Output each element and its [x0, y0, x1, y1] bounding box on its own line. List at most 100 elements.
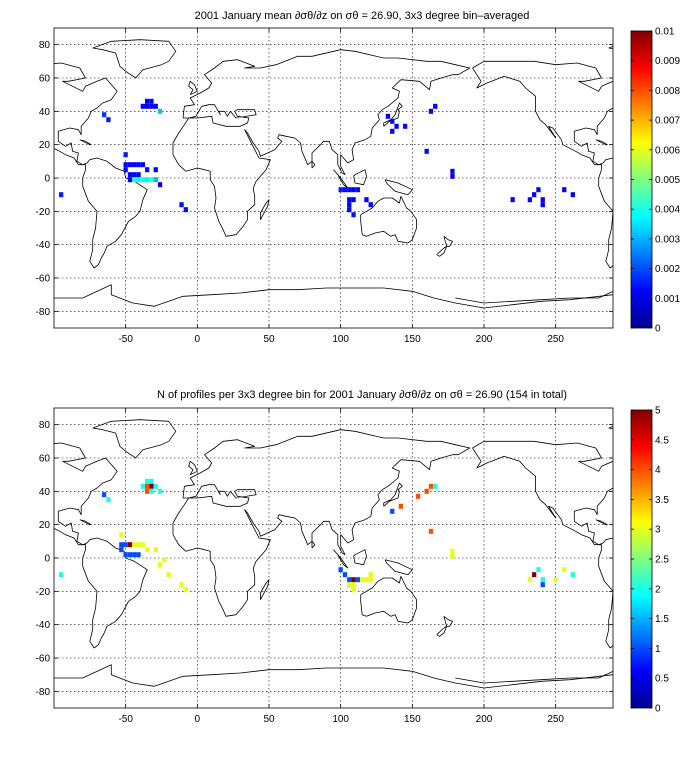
- bin-cell: [183, 207, 188, 213]
- bin-cell: [351, 587, 356, 593]
- bin-cell: [59, 572, 64, 578]
- bin-cell: [145, 547, 150, 553]
- colorbar-tick-label: 0.008: [655, 86, 680, 97]
- bin-cell: [149, 488, 154, 494]
- bin-cell: [403, 123, 408, 129]
- coastline-segment: [188, 80, 198, 96]
- y-tick-label: 60: [39, 454, 51, 465]
- y-tick-label: 40: [39, 487, 51, 498]
- colorbar-tick-label: 0.006: [655, 145, 680, 156]
- coastline-segment: [384, 559, 413, 576]
- bin-cell: [536, 187, 541, 193]
- y-tick-label: -40: [36, 620, 51, 631]
- colorbar-tick-label: 0: [655, 324, 661, 335]
- bin-cell: [390, 128, 395, 134]
- y-tick-label: -80: [36, 307, 51, 318]
- bin-cell: [132, 552, 137, 558]
- bin-cell: [140, 483, 145, 489]
- bin-cell: [415, 493, 421, 499]
- coastline-segment: [436, 625, 448, 637]
- bin-cell: [532, 192, 537, 198]
- y-tick-label: 60: [39, 74, 51, 85]
- coastline-segment: [311, 540, 316, 549]
- y-tick-label: -60: [36, 654, 51, 665]
- coastline-segment: [472, 60, 613, 269]
- bin-cell: [127, 162, 133, 168]
- bin-cell: [390, 508, 395, 514]
- bin-cell: [140, 103, 145, 109]
- coastline-segment: [455, 670, 613, 684]
- bin-cell: [145, 478, 150, 484]
- coastline-segment: [260, 579, 270, 600]
- bin-cell: [540, 197, 545, 203]
- coastline-segment: [436, 245, 448, 257]
- colorbar-tick-label: 0: [655, 704, 661, 715]
- bin-cell: [351, 577, 356, 583]
- bin-cell: [347, 582, 352, 588]
- bin-cell: [360, 577, 365, 583]
- bin-cell: [183, 587, 188, 593]
- y-tick-label: -80: [36, 687, 51, 698]
- x-tick-label: 100: [332, 714, 349, 725]
- y-tick-label: -60: [36, 274, 51, 285]
- bin-cell: [450, 173, 455, 179]
- coastline-segment: [333, 549, 349, 569]
- bin-cell: [145, 483, 150, 489]
- bin-cell: [145, 488, 150, 494]
- bin-cell: [136, 172, 141, 178]
- bin-cell: [570, 192, 575, 198]
- bin-cell: [119, 547, 124, 553]
- chart-title: N of profiles per 3x3 degree bin for 200…: [157, 389, 567, 401]
- bin-cell: [127, 552, 133, 558]
- coastline-segment: [384, 179, 413, 196]
- coastline-segment: [333, 169, 349, 189]
- bin-cell: [562, 187, 567, 193]
- bin-cell: [532, 572, 537, 578]
- x-tick-label: 150: [404, 714, 421, 725]
- bin-cell: [132, 542, 137, 548]
- colorbar: 0 0.001 0.002 0.003 0.004 0.005 0.006 0.007 0.00…: [630, 27, 680, 335]
- bin-cell: [102, 492, 107, 498]
- coastline-segment: [260, 199, 270, 220]
- bin-cell: [119, 542, 124, 548]
- bin-cell: [368, 572, 373, 578]
- bin-cell: [140, 542, 145, 548]
- bin-cell: [136, 162, 141, 168]
- bin-cell: [540, 202, 545, 208]
- colorbar-tick-label: 0.001: [655, 294, 680, 305]
- bin-cell: [342, 572, 348, 578]
- bin-cell: [179, 582, 184, 588]
- coastline-segment: [79, 139, 92, 146]
- bin-cell: [355, 577, 360, 583]
- colorbar-tick-label: 4.5: [655, 435, 669, 446]
- bin-cell: [450, 553, 455, 559]
- bin-cell: [424, 488, 429, 494]
- bin-cell: [347, 187, 352, 193]
- bin-cell: [153, 103, 158, 109]
- colorbar-tick-label: 3: [655, 525, 661, 536]
- bin-cell: [136, 177, 141, 183]
- x-tick-label: -50: [118, 714, 133, 725]
- bin-cell: [510, 197, 515, 203]
- bin-cell: [398, 503, 403, 509]
- coastline-segment: [92, 419, 177, 459]
- bin-cell: [136, 542, 141, 548]
- coastline-segment: [54, 664, 613, 689]
- coastline-segment: [443, 615, 453, 627]
- coastline-segment: [455, 290, 613, 304]
- bin-cell: [127, 172, 133, 178]
- bin-cell: [450, 548, 455, 554]
- colorbar-tick-label: 1.5: [655, 614, 669, 625]
- bin-cell: [149, 177, 154, 183]
- coastline-segment: [311, 160, 316, 169]
- bin-cell: [59, 192, 64, 198]
- bin-cell: [123, 162, 128, 168]
- y-tick-label: -40: [36, 240, 51, 251]
- bin-cell: [145, 103, 150, 109]
- coastline-segment: [595, 139, 608, 146]
- x-tick-label: 200: [476, 714, 493, 725]
- colorbar-tick-label: 0.004: [655, 205, 680, 216]
- bin-cell: [540, 582, 545, 588]
- bin-cell: [364, 197, 369, 203]
